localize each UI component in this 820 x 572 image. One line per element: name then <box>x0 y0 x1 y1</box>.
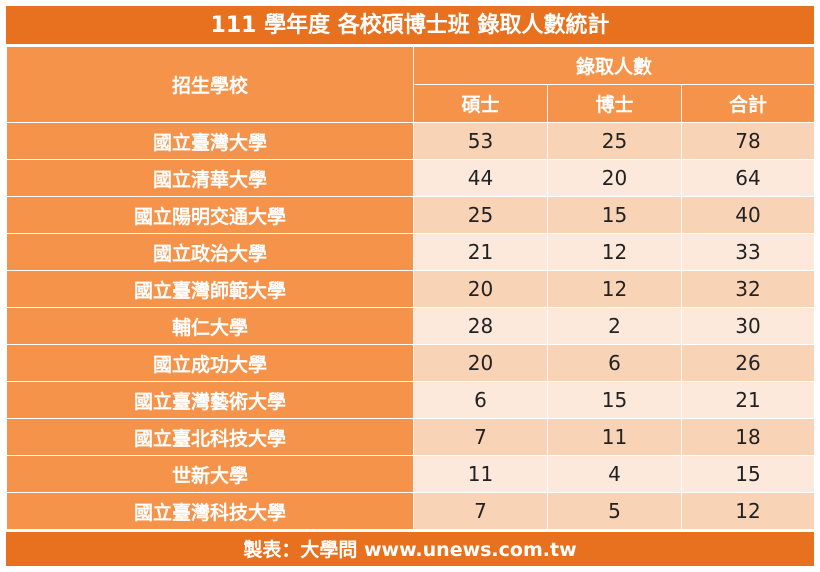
total-count: 33 <box>681 233 815 271</box>
master-count: 44 <box>413 159 548 197</box>
total-count: 40 <box>681 196 815 234</box>
school-name: 國立臺北科技大學 <box>6 418 414 456</box>
header-admissions: 錄取人數 <box>413 46 815 85</box>
master-count: 25 <box>413 196 548 234</box>
table-row: 國立陽明交通大學 25 15 40 <box>6 196 815 234</box>
master-count: 21 <box>413 233 548 271</box>
school-name: 國立臺灣大學 <box>6 122 414 160</box>
table-row: 國立成功大學 20 6 26 <box>6 344 815 382</box>
total-count: 78 <box>681 122 815 160</box>
master-count: 7 <box>413 418 548 456</box>
phd-count: 25 <box>547 122 682 160</box>
total-count: 18 <box>681 418 815 456</box>
header-master: 碩士 <box>413 84 548 123</box>
phd-count: 11 <box>547 418 682 456</box>
school-name: 國立臺灣科技大學 <box>6 492 414 530</box>
total-count: 64 <box>681 159 815 197</box>
header-school: 招生學校 <box>6 46 414 123</box>
school-name: 國立政治大學 <box>6 233 414 271</box>
master-count: 53 <box>413 122 548 160</box>
school-name: 世新大學 <box>6 455 414 493</box>
total-count: 12 <box>681 492 815 530</box>
table-row: 輔仁大學 28 2 30 <box>6 307 815 345</box>
master-count: 20 <box>413 270 548 308</box>
master-count: 20 <box>413 344 548 382</box>
phd-count: 2 <box>547 307 682 345</box>
table-row: 國立清華大學 44 20 64 <box>6 159 815 197</box>
table-row: 國立政治大學 21 12 33 <box>6 233 815 271</box>
phd-count: 15 <box>547 381 682 419</box>
header-phd: 博士 <box>547 84 682 123</box>
table-row: 國立臺灣師範大學 20 12 32 <box>6 270 815 308</box>
table-footer: 製表：大學問 www.unews.com.tw <box>6 530 814 566</box>
school-name: 國立臺灣師範大學 <box>6 270 414 308</box>
header-total: 合計 <box>681 84 815 123</box>
total-count: 32 <box>681 270 815 308</box>
phd-count: 12 <box>547 233 682 271</box>
master-count: 11 <box>413 455 548 493</box>
school-name: 國立臺灣藝術大學 <box>6 381 414 419</box>
phd-count: 5 <box>547 492 682 530</box>
phd-count: 4 <box>547 455 682 493</box>
phd-count: 15 <box>547 196 682 234</box>
school-name: 國立陽明交通大學 <box>6 196 414 234</box>
table-row: 國立臺北科技大學 7 11 18 <box>6 418 815 456</box>
master-count: 28 <box>413 307 548 345</box>
stats-table-frame: 111 學年度 各校碩博士班 錄取人數統計 招生學校 錄取人數 碩士 博士 合計… <box>6 6 815 566</box>
phd-count: 6 <box>547 344 682 382</box>
table-row: 國立臺灣大學 53 25 78 <box>6 122 815 160</box>
table-body: 國立臺灣大學 53 25 78 國立清華大學 44 20 64 國立陽明交通大學 25 15 40 國立… <box>6 122 815 530</box>
total-count: 21 <box>681 381 815 419</box>
table-row: 國立臺灣科技大學 7 5 12 <box>6 492 815 530</box>
table-row: 世新大學 11 4 15 <box>6 455 815 493</box>
phd-count: 12 <box>547 270 682 308</box>
phd-count: 20 <box>547 159 682 197</box>
total-count: 15 <box>681 455 815 493</box>
admission-table: 招生學校 錄取人數 碩士 博士 合計 國立臺灣大學 53 25 78 國立清華大學 44 2… <box>6 46 815 530</box>
total-count: 26 <box>681 344 815 382</box>
table-row: 國立臺灣藝術大學 6 15 21 <box>6 381 815 419</box>
master-count: 6 <box>413 381 548 419</box>
total-count: 30 <box>681 307 815 345</box>
school-name: 輔仁大學 <box>6 307 414 345</box>
table-title: 111 學年度 各校碩博士班 錄取人數統計 <box>6 6 814 46</box>
school-name: 國立成功大學 <box>6 344 414 382</box>
school-name: 國立清華大學 <box>6 159 414 197</box>
master-count: 7 <box>413 492 548 530</box>
